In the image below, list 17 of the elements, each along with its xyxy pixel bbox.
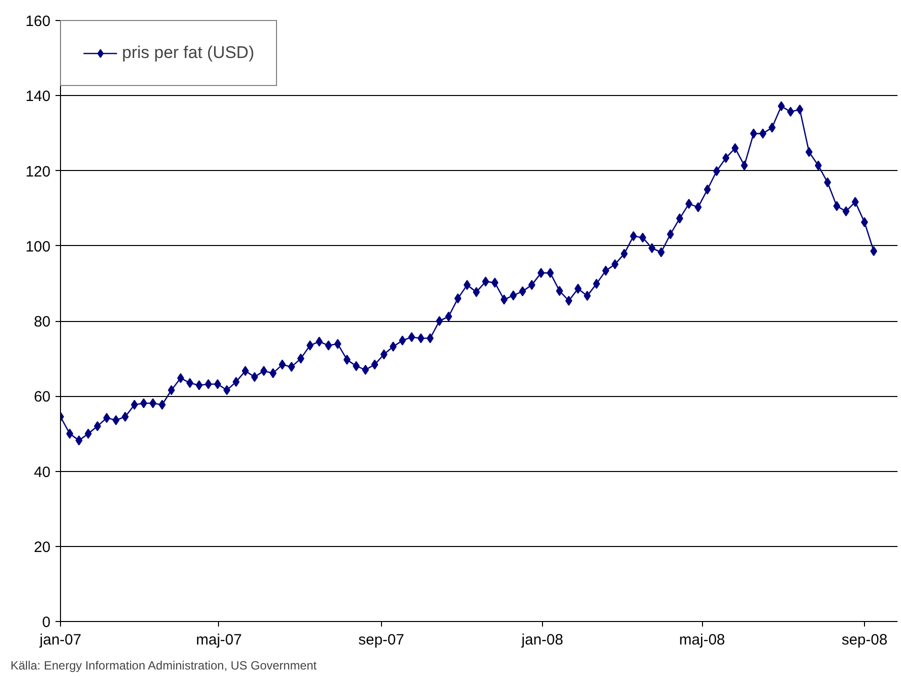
text: Källa: Energy Information Administration, US Government: [10, 658, 318, 672]
y-tick-label: 100: [25, 238, 51, 256]
y-tick-label: 160: [25, 13, 51, 30]
x-tick-label: maj-08: [679, 632, 726, 648]
y-tick-label: 120: [25, 163, 51, 180]
x-tick-label: jan-07: [38, 632, 82, 648]
x-tick-label: maj-07: [196, 632, 242, 648]
x-tick-label: jan-08: [520, 632, 564, 648]
y-tick-label: 140: [25, 88, 51, 106]
y-tick-label: 0: [42, 614, 50, 631]
x-tick-label: sep-07: [358, 632, 404, 648]
y-tick-label: 80: [34, 314, 51, 330]
y-tick-label: 60: [34, 388, 51, 406]
legend-label: pris per fat (USD): [122, 43, 254, 63]
y-tick-label: 40: [34, 464, 51, 481]
y-tick-label: 20: [34, 538, 51, 556]
x-tick-label: sep-08: [842, 632, 888, 648]
